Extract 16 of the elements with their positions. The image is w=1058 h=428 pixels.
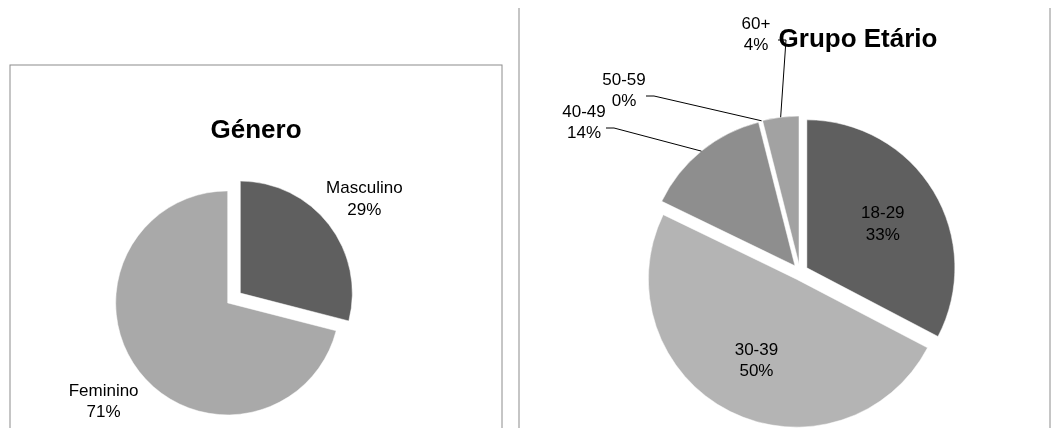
slice-label: 30-39 [734,340,779,360]
slice-label: 40-49 [562,101,606,121]
slice-label: 18-29 [861,203,905,223]
data-label: 50% [739,361,774,381]
data-label: 29% [347,199,382,219]
slice-label: Masculino [326,178,403,198]
slice-label: Feminino [68,380,139,400]
data-label: 14% [566,122,602,142]
data-label: 33% [865,224,900,244]
chart-title: Género [210,114,302,144]
data-label: 4% [743,34,769,54]
data-label: 71% [86,401,121,421]
category-label: 50-59 [602,69,646,89]
slice-label: 60+ [741,13,771,33]
chart-title: Grupo Etário [778,23,938,53]
text: 0% [611,90,637,110]
